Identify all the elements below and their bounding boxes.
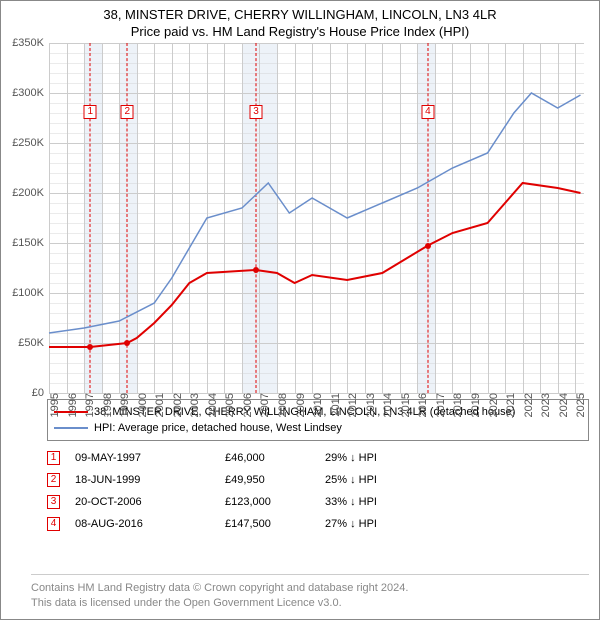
y-axis-tick-label: £200K bbox=[12, 187, 44, 199]
table-row: 2 18-JUN-1999£49,95025% ↓ HPI bbox=[47, 469, 589, 491]
footer-attribution: Contains HM Land Registry data © Crown c… bbox=[31, 574, 589, 611]
x-axis-tick-label: 2002 bbox=[172, 393, 184, 417]
x-axis-tick-label: 2004 bbox=[207, 393, 219, 417]
x-axis-tick-label: 1999 bbox=[119, 393, 131, 417]
x-axis-tick-label: 1997 bbox=[84, 393, 96, 417]
y-axis-tick-label: £100K bbox=[12, 287, 44, 299]
legend-item: HPI: Average price, detached house, West… bbox=[54, 420, 582, 436]
x-axis-tick-label: 2024 bbox=[558, 393, 570, 417]
x-axis-tick-label: 2018 bbox=[452, 393, 464, 417]
table-cell-date: 20-OCT-2006 bbox=[75, 496, 225, 508]
x-axis-tick-label: 2003 bbox=[189, 393, 201, 417]
footer-line-1: Contains HM Land Registry data © Crown c… bbox=[31, 581, 589, 596]
series-line-hpi bbox=[49, 93, 580, 333]
x-axis-tick-label: 2008 bbox=[277, 393, 289, 417]
series-line-property bbox=[49, 183, 580, 347]
sale-marker-box: 4 bbox=[421, 105, 434, 119]
x-axis-tick-label: 2012 bbox=[347, 393, 359, 417]
x-axis-tick-label: 2010 bbox=[312, 393, 324, 417]
x-axis-tick-label: 2014 bbox=[382, 393, 394, 417]
x-axis-tick-label: 1995 bbox=[49, 393, 61, 417]
y-axis-tick-label: £50K bbox=[18, 337, 44, 349]
table-row: 4 08-AUG-2016£147,50027% ↓ HPI bbox=[47, 513, 589, 535]
y-axis-tick-label: £0 bbox=[32, 387, 44, 399]
x-axis-tick-label: 1998 bbox=[102, 393, 114, 417]
y-axis-tick-label: £300K bbox=[12, 87, 44, 99]
table-cell-price: £46,000 bbox=[225, 452, 325, 464]
chart-plot-area: £0£50K£100K£150K£200K£250K£300K£350K1995… bbox=[49, 43, 584, 393]
x-axis-tick-label: 2006 bbox=[242, 393, 254, 417]
x-axis-tick-label: 2021 bbox=[505, 393, 517, 417]
sale-marker-dot bbox=[124, 340, 130, 346]
y-axis-tick-label: £350K bbox=[12, 37, 44, 49]
table-row-marker-chip: 1 bbox=[47, 451, 60, 465]
x-axis-tick-label: 2020 bbox=[488, 393, 500, 417]
sale-events-table: 1 09-MAY-1997£46,00029% ↓ HPI 2 18-JUN-1999… bbox=[47, 447, 589, 535]
table-row-marker-chip: 2 bbox=[47, 473, 60, 487]
table-row: 3 20-OCT-2006£123,00033% ↓ HPI bbox=[47, 491, 589, 513]
x-axis-tick-label: 2009 bbox=[295, 393, 307, 417]
table-cell-price: £147,500 bbox=[225, 518, 325, 530]
x-axis-tick-label: 2016 bbox=[417, 393, 429, 417]
x-axis-tick-label: 2019 bbox=[470, 393, 482, 417]
table-cell-diff: 29% ↓ HPI bbox=[325, 452, 589, 464]
x-axis-tick-label: 1996 bbox=[67, 393, 79, 417]
table-cell-price: £123,000 bbox=[225, 496, 325, 508]
x-axis-tick-label: 2022 bbox=[523, 393, 535, 417]
x-axis-tick-label: 2025 bbox=[575, 393, 587, 417]
table-cell-date: 08-AUG-2016 bbox=[75, 518, 225, 530]
x-axis-tick-label: 2017 bbox=[435, 393, 447, 417]
arrow-down-icon: ↓ bbox=[350, 518, 356, 530]
table-cell-price: £49,950 bbox=[225, 474, 325, 486]
arrow-down-icon: ↓ bbox=[350, 496, 356, 508]
x-axis-tick-label: 2013 bbox=[365, 393, 377, 417]
footer-line-2: This data is licensed under the Open Gov… bbox=[31, 596, 589, 611]
table-row: 1 09-MAY-1997£46,00029% ↓ HPI bbox=[47, 447, 589, 469]
legend-swatch bbox=[54, 427, 88, 429]
table-cell-date: 09-MAY-1997 bbox=[75, 452, 225, 464]
table-cell-diff: 25% ↓ HPI bbox=[325, 474, 589, 486]
x-axis-tick-label: 2000 bbox=[137, 393, 149, 417]
table-row-marker-chip: 4 bbox=[47, 517, 60, 531]
chart-title-main: 38, MINSTER DRIVE, CHERRY WILLINGHAM, LI… bbox=[1, 1, 599, 22]
x-axis-tick-label: 2023 bbox=[540, 393, 552, 417]
table-cell-diff: 27% ↓ HPI bbox=[325, 518, 589, 530]
table-cell-date: 18-JUN-1999 bbox=[75, 474, 225, 486]
sale-marker-dot bbox=[253, 267, 259, 273]
chart-title-sub: Price paid vs. HM Land Registry's House … bbox=[1, 22, 599, 43]
x-axis-tick-label: 2007 bbox=[259, 393, 271, 417]
sale-marker-box: 1 bbox=[84, 105, 97, 119]
x-axis-tick-label: 2011 bbox=[330, 393, 342, 417]
arrow-down-icon: ↓ bbox=[350, 452, 356, 464]
y-axis-tick-label: £150K bbox=[12, 237, 44, 249]
sale-marker-dot bbox=[87, 344, 93, 350]
table-row-marker-chip: 3 bbox=[47, 495, 60, 509]
x-axis-tick-label: 2001 bbox=[154, 393, 166, 417]
sale-marker-box: 2 bbox=[121, 105, 134, 119]
x-axis-tick-label: 2005 bbox=[224, 393, 236, 417]
legend-label: HPI: Average price, detached house, West… bbox=[94, 422, 342, 434]
sale-marker-dot bbox=[425, 243, 431, 249]
y-axis-tick-label: £250K bbox=[12, 137, 44, 149]
x-axis-tick-label: 2015 bbox=[400, 393, 412, 417]
arrow-down-icon: ↓ bbox=[350, 474, 356, 486]
sale-marker-box: 3 bbox=[249, 105, 262, 119]
table-cell-diff: 33% ↓ HPI bbox=[325, 496, 589, 508]
